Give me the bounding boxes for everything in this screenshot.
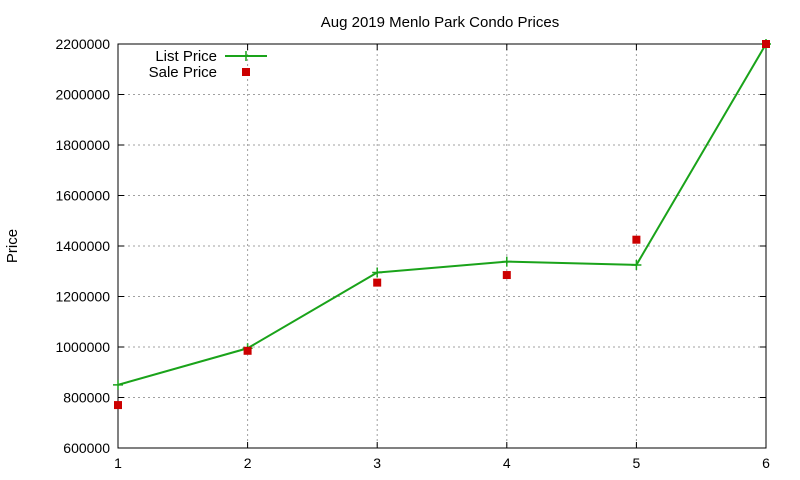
sale-price-point [632, 235, 641, 244]
x-tick-label: 1 [114, 455, 122, 471]
y-tick-label: 1600000 [55, 188, 110, 204]
legend-label: List Price [155, 48, 217, 65]
legend-plus-swatch [241, 51, 251, 61]
sale-price-point [243, 346, 252, 355]
axis-ticks: 1 2 3 4 5 6 600000 800000 1000000 1200000 1400000 1… [55, 36, 770, 471]
sale-price-point [762, 40, 770, 48]
sale-price-point [373, 278, 382, 287]
grid [118, 44, 766, 448]
series [113, 39, 771, 410]
y-tick-label: 2000000 [55, 87, 110, 103]
sale-price-point [502, 271, 511, 280]
y-tick-label: 2200000 [55, 36, 110, 52]
y-axis-label: Price [4, 229, 21, 263]
list-price-point [372, 267, 383, 278]
list-price-point [113, 379, 123, 390]
list-price-point [501, 256, 512, 267]
y-tick-label: 1000000 [55, 339, 110, 355]
chart-title: Aug 2019 Menlo Park Condo Prices [321, 14, 559, 31]
x-tick-label: 5 [633, 455, 641, 471]
list-price-point [631, 259, 642, 270]
series-sale-price [114, 40, 770, 410]
x-tick-label: 3 [373, 455, 381, 471]
x-tick-label: 2 [244, 455, 252, 471]
y-tick-label: 1800000 [55, 137, 110, 153]
sale-price-point [114, 401, 122, 410]
y-tick-label: 1200000 [55, 289, 110, 305]
y-tick-label: 1400000 [55, 238, 110, 254]
list-price-line [117, 43, 767, 386]
plot-frame [117, 43, 767, 449]
y-tick-label: 800000 [63, 390, 110, 406]
series-list-price [113, 39, 771, 390]
x-tick-label: 6 [762, 455, 770, 471]
y-tick-label: 600000 [63, 440, 110, 456]
x-tick-label: 4 [503, 455, 511, 471]
legend-label: Sale Price [149, 64, 217, 81]
legend-square-swatch [242, 68, 250, 76]
